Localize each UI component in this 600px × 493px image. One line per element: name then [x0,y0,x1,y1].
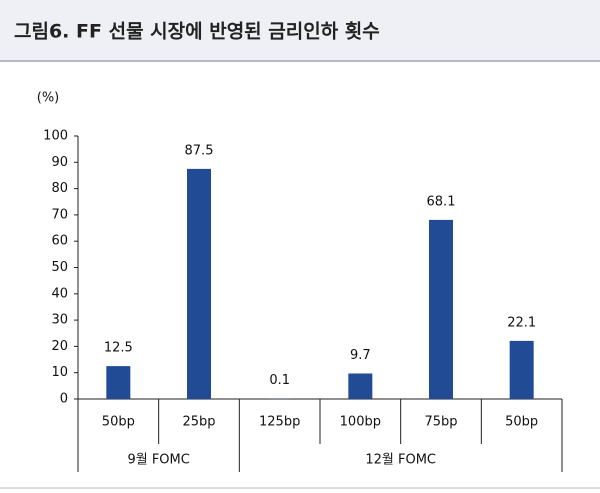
title-band [0,0,600,60]
value-label: 12.5 [104,341,133,356]
y-axis-label: (%) [37,91,60,106]
y-tick-label: 70 [51,207,68,222]
y-tick-label: 100 [43,129,68,144]
bar [348,373,373,399]
bar [509,340,534,399]
value-label: 22.1 [507,315,536,330]
chart-title: 그림6. FF 선물 시장에 반영된 금리인하 횟수 [14,21,380,43]
y-tick-label: 40 [51,286,68,301]
y-tick-label: 30 [51,313,68,328]
y-tick-label: 60 [51,234,68,249]
group-label: 9월 FOMC [127,453,189,468]
x-tick-label: 25bp [182,415,215,430]
x-tick-label: 125bp [259,415,300,430]
bar [106,366,131,399]
y-tick-label: 0 [60,392,68,407]
bar [187,168,211,399]
y-tick-label: 10 [51,365,68,380]
group-label: 12월 FOMC [365,453,436,468]
y-tick-label: 80 [51,181,68,196]
value-label: 68.1 [427,194,456,209]
y-tick-label: 50 [51,260,68,275]
value-label: 87.5 [185,143,214,158]
value-label: 0.1 [269,373,290,388]
y-tick-label: 20 [51,339,68,354]
y-tick-label: 90 [51,155,68,170]
x-tick-label: 75bp [424,415,457,430]
x-tick-label: 50bp [505,415,538,430]
x-tick-label: 50bp [102,415,135,430]
bar [429,219,453,399]
value-label: 9.7 [350,348,371,363]
x-tick-label: 100bp [340,415,381,430]
